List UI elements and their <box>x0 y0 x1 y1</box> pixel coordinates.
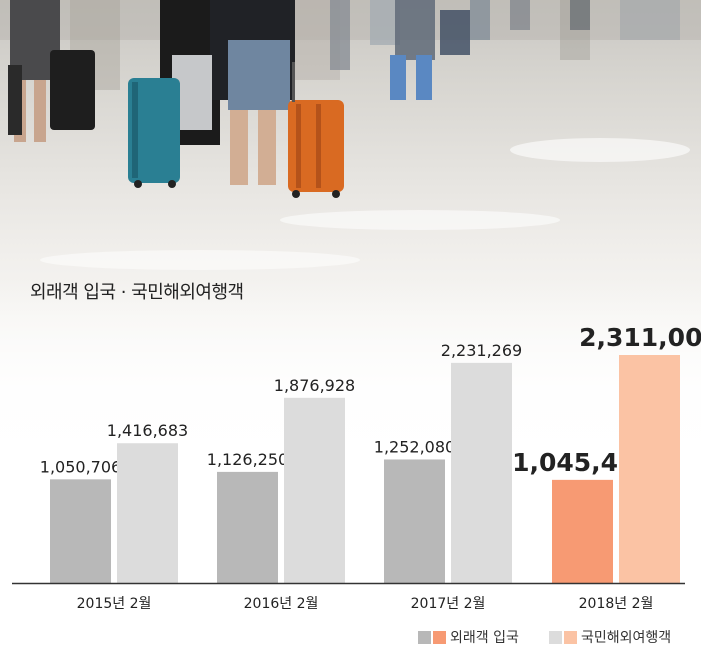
chart-title: 외래객 입국 · 국민해외여행객 <box>30 282 244 303</box>
photo-fade-overlay <box>0 280 701 480</box>
legend-inbound: 외래객 입국 <box>418 628 519 646</box>
category-label-2: 2017년 2월 <box>411 596 486 612</box>
value-label-inbound-1: 1,126,250 <box>207 450 288 469</box>
legend-outbound: 국민해외여행객 <box>549 628 671 646</box>
category-label-3: 2018년 2월 <box>579 596 654 612</box>
category-label-1: 2016년 2월 <box>244 596 319 612</box>
legend-outbound-orange-swatch <box>564 630 577 644</box>
value-label-outbound-2: 2,231,269 <box>441 341 522 360</box>
legend-inbound-label: 외래객 입국 <box>450 630 519 646</box>
bar-inbound-0 <box>50 479 111 583</box>
value-label-outbound-0: 1,416,683 <box>107 421 188 440</box>
bar-outbound-3 <box>619 355 680 583</box>
legend-outbound-gray-swatch <box>549 630 562 644</box>
legend-outbound-label: 국민해외여행객 <box>581 630 672 646</box>
value-label-inbound-2: 1,252,080 <box>374 437 455 456</box>
legend-inbound-orange-swatch <box>433 630 446 644</box>
value-label-outbound-1: 1,876,928 <box>274 376 355 395</box>
bar-inbound-3 <box>552 479 613 583</box>
value-label-inbound-0: 1,050,706 <box>40 457 121 476</box>
legend-inbound-gray-swatch <box>418 630 431 644</box>
bar-outbound-1 <box>284 397 345 583</box>
airport-travelers-illustration <box>0 0 701 198</box>
bar-inbound-2 <box>384 459 445 583</box>
value-label-outbound-3: 2,311,009 <box>579 323 701 352</box>
bar-outbound-0 <box>117 443 178 583</box>
bar-outbound-2 <box>451 362 512 583</box>
bar-inbound-1 <box>217 471 278 583</box>
category-label-0: 2015년 2월 <box>77 596 152 612</box>
